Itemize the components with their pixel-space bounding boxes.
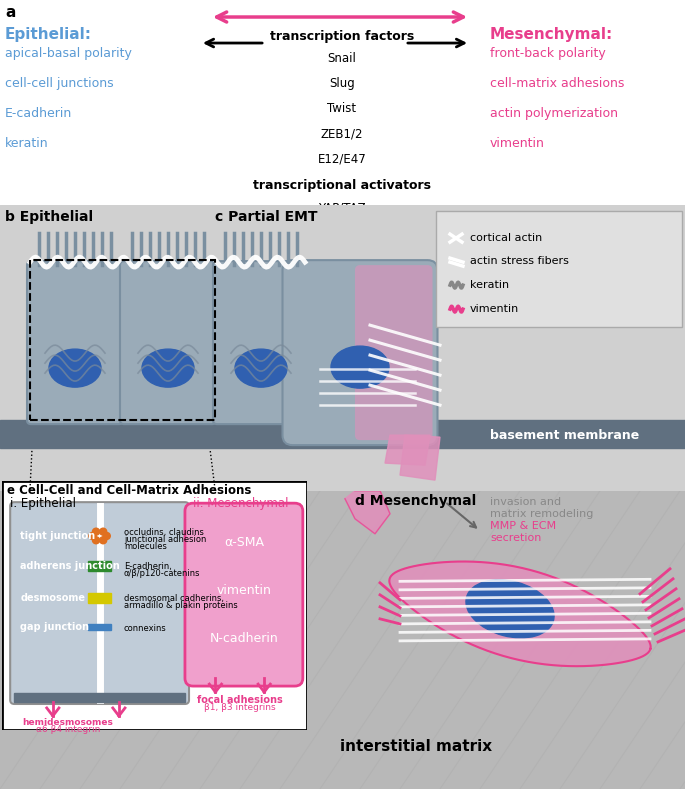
Ellipse shape — [235, 349, 287, 387]
Circle shape — [99, 537, 107, 544]
FancyBboxPatch shape — [213, 261, 309, 424]
Text: tight junction: tight junction — [21, 531, 95, 541]
Ellipse shape — [49, 349, 101, 387]
Text: vimentin: vimentin — [216, 584, 271, 597]
Text: adherens junction: adherens junction — [21, 561, 120, 570]
Text: MMP & ECM: MMP & ECM — [490, 521, 556, 531]
FancyBboxPatch shape — [282, 260, 438, 445]
Text: cell-matrix adhesions: cell-matrix adhesions — [490, 77, 624, 90]
Circle shape — [92, 537, 99, 544]
Bar — [88, 561, 111, 570]
Text: invasion and: invasion and — [490, 497, 561, 507]
Text: desmosomal cadherins,: desmosomal cadherins, — [124, 593, 224, 603]
Text: armadillo & plakin proteins: armadillo & plakin proteins — [124, 600, 238, 610]
Text: YAP/TAZ: YAP/TAZ — [319, 201, 366, 214]
Text: desmosome: desmosome — [21, 593, 86, 603]
Text: gap junction: gap junction — [21, 623, 89, 633]
Bar — [88, 624, 111, 630]
Text: cell-cell junctions: cell-cell junctions — [5, 77, 114, 90]
Text: basement membrane: basement membrane — [490, 428, 639, 442]
Text: hemidesmosomes: hemidesmosomes — [23, 718, 114, 727]
Text: α/β/p120-catenins: α/β/p120-catenins — [124, 569, 201, 578]
Text: keratin: keratin — [5, 137, 49, 150]
Text: transcriptional activators: transcriptional activators — [253, 179, 431, 193]
Bar — [0, 420, 685, 448]
Text: actin polymerization: actin polymerization — [490, 107, 618, 120]
Text: matrix remodeling: matrix remodeling — [490, 509, 593, 519]
Text: apical-basal polarity: apical-basal polarity — [5, 47, 132, 60]
Circle shape — [89, 533, 96, 540]
Text: Mesenchymal:: Mesenchymal: — [490, 27, 613, 42]
Bar — [14, 693, 185, 702]
Text: α-SMA: α-SMA — [224, 537, 264, 549]
FancyBboxPatch shape — [355, 265, 432, 440]
Text: Snail: Snail — [327, 52, 356, 65]
FancyBboxPatch shape — [185, 503, 303, 686]
Text: molecules: molecules — [124, 542, 167, 551]
Text: e Cell-Cell and Cell-Matrix Adhesions: e Cell-Cell and Cell-Matrix Adhesions — [7, 484, 251, 497]
FancyBboxPatch shape — [436, 211, 682, 327]
Ellipse shape — [466, 580, 554, 638]
Text: connexins: connexins — [124, 624, 166, 634]
Text: a: a — [5, 5, 15, 20]
Text: interstitial matrix: interstitial matrix — [340, 739, 492, 754]
Text: β1, β3 integrins: β1, β3 integrins — [204, 703, 275, 712]
Text: c Partial EMT: c Partial EMT — [215, 210, 318, 224]
Text: i. Epithelial: i. Epithelial — [10, 497, 76, 510]
Text: b Epithelial: b Epithelial — [5, 210, 93, 224]
Text: actin stress fibers: actin stress fibers — [470, 256, 569, 266]
Circle shape — [103, 533, 110, 540]
Text: d Mesenchymal: d Mesenchymal — [355, 494, 476, 508]
Text: N-cadherin: N-cadherin — [210, 632, 278, 645]
FancyBboxPatch shape — [27, 261, 123, 424]
Text: cortical actin: cortical actin — [470, 233, 543, 243]
Polygon shape — [385, 435, 430, 466]
Polygon shape — [389, 562, 651, 666]
Text: E-cadherin,: E-cadherin, — [124, 562, 172, 570]
Text: E12/E47: E12/E47 — [318, 152, 366, 165]
Text: transcription factors: transcription factors — [270, 30, 414, 43]
Text: E-cadherin: E-cadherin — [5, 107, 72, 120]
Text: occludins, claudins: occludins, claudins — [124, 528, 204, 537]
Text: keratin: keratin — [470, 280, 509, 290]
Circle shape — [99, 528, 107, 535]
Text: ii. Mesenchymal: ii. Mesenchymal — [193, 497, 288, 510]
Text: Twist: Twist — [327, 102, 357, 115]
Ellipse shape — [142, 349, 194, 387]
Text: front-back polarity: front-back polarity — [490, 47, 606, 60]
Bar — [30, 260, 215, 420]
Text: junctional adhesion: junctional adhesion — [124, 535, 206, 544]
Text: vimentin: vimentin — [470, 304, 519, 314]
FancyBboxPatch shape — [10, 502, 189, 704]
Text: focal adhesions: focal adhesions — [197, 695, 283, 705]
Text: α6 β4 integrin: α6 β4 integrin — [36, 725, 100, 734]
Text: secretion: secretion — [490, 533, 541, 543]
Text: ZEB1/2: ZEB1/2 — [321, 127, 363, 140]
Bar — [88, 593, 111, 603]
Circle shape — [92, 528, 99, 535]
Text: vimentin: vimentin — [490, 137, 545, 150]
Text: Epithelial:: Epithelial: — [5, 27, 92, 42]
Polygon shape — [400, 435, 440, 481]
Ellipse shape — [331, 346, 389, 388]
Polygon shape — [345, 491, 390, 534]
Text: Slug: Slug — [329, 77, 355, 90]
FancyBboxPatch shape — [120, 261, 216, 424]
